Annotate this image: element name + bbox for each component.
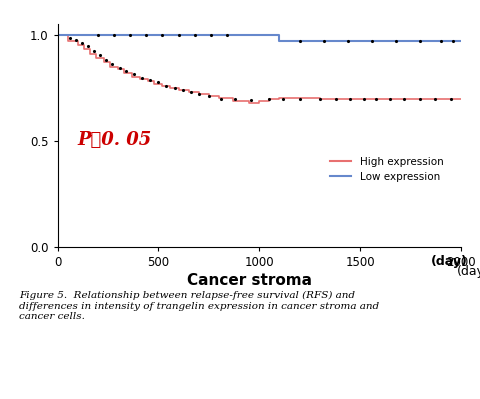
- Text: (day): (day): [431, 255, 468, 269]
- Legend: High expression, Low expression: High expression, Low expression: [326, 152, 447, 186]
- Text: P＜0. 05: P＜0. 05: [78, 131, 152, 149]
- Text: Figure 5.  Relationship between relapse-free survival (RFS) and
differences in i: Figure 5. Relationship between relapse-f…: [19, 291, 379, 321]
- Text: Cancer stroma: Cancer stroma: [187, 273, 312, 288]
- X-axis label: (day): (day): [456, 265, 480, 278]
